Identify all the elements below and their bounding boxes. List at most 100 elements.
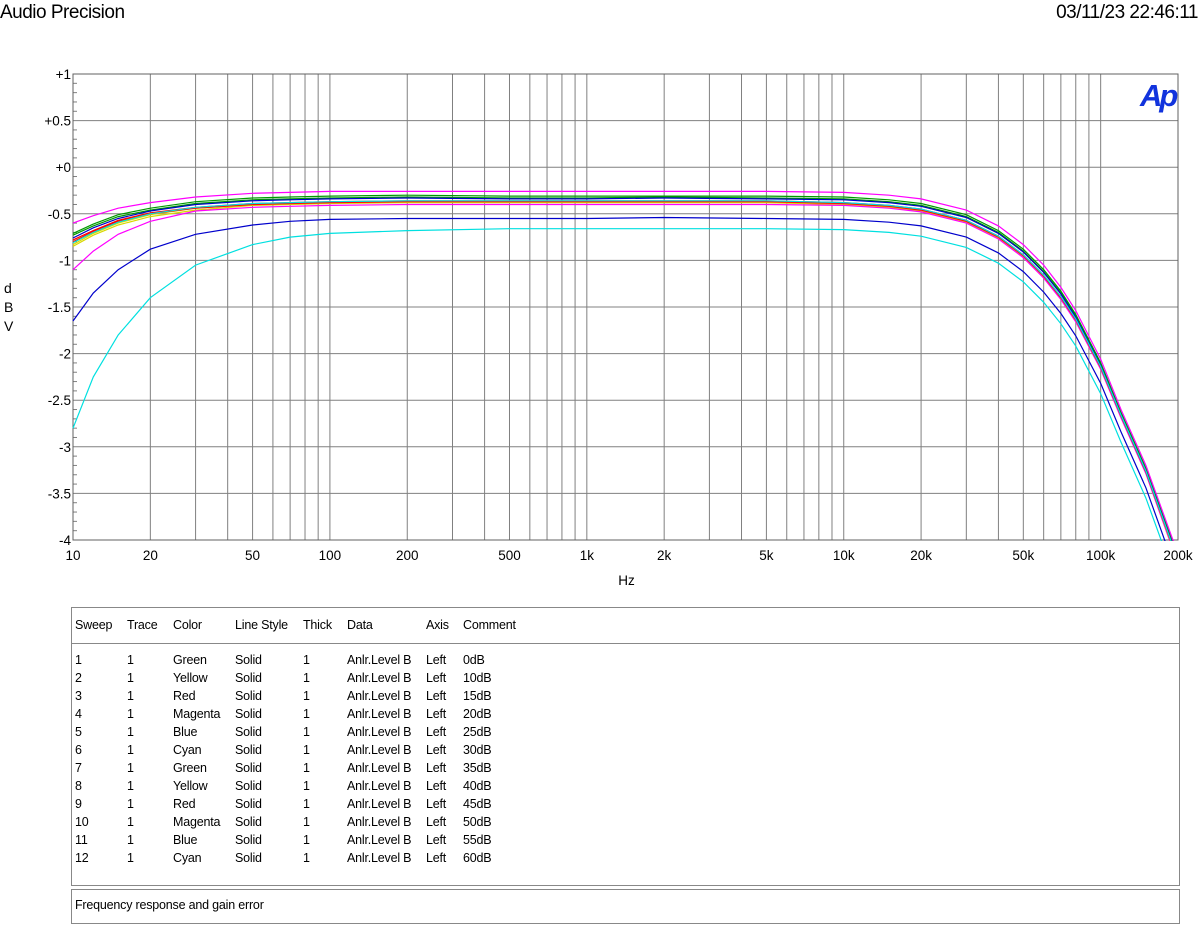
x-tick-label: 200	[396, 548, 419, 563]
legend-cell: Left	[426, 725, 446, 739]
y-axis-label-char: d	[4, 280, 12, 296]
y-tick-label: -4	[59, 533, 71, 548]
legend-cell: 1	[127, 671, 134, 685]
legend-cell: Solid	[235, 779, 262, 793]
legend-cell: Magenta	[173, 815, 220, 829]
x-axis-label: Hz	[618, 573, 635, 588]
legend-cell: Solid	[235, 761, 262, 775]
legend-cell: Solid	[235, 725, 262, 739]
legend-cell: 6	[75, 743, 82, 757]
legend-cell: 35dB	[463, 761, 491, 775]
legend-cell: Solid	[235, 743, 262, 757]
legend-column-header: Axis	[426, 618, 449, 632]
legend-cell: 3	[75, 689, 82, 703]
legend-cell: 60dB	[463, 851, 491, 865]
legend-cell: 0dB	[463, 653, 485, 667]
y-tick-label: -2	[59, 347, 71, 362]
legend-cell: Solid	[235, 653, 262, 667]
legend-cell: 50dB	[463, 815, 491, 829]
legend-cell: Left	[426, 671, 446, 685]
legend-cell: 1	[303, 653, 310, 667]
y-tick-label: -1	[59, 253, 71, 268]
x-tick-label: 20	[143, 548, 158, 563]
x-tick-label: 100k	[1086, 548, 1116, 563]
legend-cell: 1	[303, 725, 310, 739]
legend-column-header: Line Style	[235, 618, 288, 632]
legend-cell: 1	[303, 671, 310, 685]
legend-cell: Left	[426, 707, 446, 721]
legend-cell: Anlr.Level B	[347, 797, 411, 811]
legend-cell: Yellow	[173, 779, 207, 793]
legend-cell: 1	[127, 743, 134, 757]
y-tick-label: -3	[59, 440, 71, 455]
legend-cell: 8	[75, 779, 82, 793]
legend-cell: Red	[173, 797, 195, 811]
legend-column-header: Color	[173, 618, 202, 632]
y-tick-label: +0	[56, 160, 71, 175]
comment-box: Frequency response and gain error	[71, 889, 1180, 924]
legend-cell: Anlr.Level B	[347, 833, 411, 847]
legend-cell: Yellow	[173, 671, 207, 685]
legend-cell: Cyan	[173, 743, 201, 757]
legend-cell: Blue	[173, 725, 197, 739]
legend-cell: 1	[127, 761, 134, 775]
legend-cell: 11	[75, 833, 88, 847]
legend-cell: 10dB	[463, 671, 491, 685]
legend-cell: Anlr.Level B	[347, 815, 411, 829]
legend-cell: Solid	[235, 707, 262, 721]
legend-cell: 1	[303, 707, 310, 721]
legend-cell: 1	[303, 761, 310, 775]
legend-column-header: Comment	[463, 618, 516, 632]
legend-cell: 2	[75, 671, 82, 685]
legend-cell: 4	[75, 707, 82, 721]
legend-cell: Solid	[235, 815, 262, 829]
x-tick-label: 50	[245, 548, 260, 563]
legend-cell: 1	[303, 689, 310, 703]
sweep-legend-table: Sweep Trace Color Line Style Thick Data Axis Co…	[71, 607, 1180, 886]
legend-cell: Left	[426, 653, 446, 667]
legend-cell: 1	[127, 815, 134, 829]
plot-right-mask	[1179, 74, 1200, 542]
ap-logo: Ap	[1139, 78, 1177, 113]
y-tick-label: -2.5	[48, 393, 71, 408]
legend-cell: Anlr.Level B	[347, 743, 411, 757]
legend-column-header: Thick	[303, 618, 332, 632]
legend-column-header: Data	[347, 618, 373, 632]
comment-text: Frequency response and gain error	[75, 898, 264, 912]
legend-cell: Green	[173, 653, 207, 667]
x-tick-label: 200k	[1163, 548, 1193, 563]
y-axis-label-char: B	[4, 299, 13, 315]
legend-cell: 9	[75, 797, 82, 811]
y-tick-label: +0.5	[44, 114, 71, 129]
legend-cell: 30dB	[463, 743, 491, 757]
legend-cell: Left	[426, 797, 446, 811]
legend-cell: Left	[426, 815, 446, 829]
legend-cell: 1	[127, 833, 134, 847]
legend-cell: 1	[127, 707, 134, 721]
y-axis-label-char: V	[4, 318, 13, 334]
legend-column-header: Trace	[127, 618, 158, 632]
legend-cell: 15dB	[463, 689, 491, 703]
legend-cell: 1	[127, 725, 134, 739]
legend-cell: 10	[75, 815, 89, 829]
legend-cell: 1	[303, 779, 310, 793]
legend-cell: Anlr.Level B	[347, 707, 411, 721]
legend-cell: Anlr.Level B	[347, 653, 411, 667]
legend-cell: Cyan	[173, 851, 201, 865]
legend-cell: Left	[426, 743, 446, 757]
legend-cell: Green	[173, 761, 207, 775]
legend-cell: 40dB	[463, 779, 491, 793]
frequency-response-chart: 10 20 50 100 200 500 1k 2k 5k 10k 20k 50k 100k 200k+1…	[0, 0, 1200, 600]
legend-cell: 1	[127, 797, 134, 811]
y-tick-label: -1.5	[48, 300, 71, 315]
x-tick-label: 500	[498, 548, 521, 563]
y-tick-label: -0.5	[48, 207, 71, 222]
x-tick-label: 5k	[759, 548, 774, 563]
x-tick-label: 10	[65, 548, 80, 563]
legend-cell: Left	[426, 779, 446, 793]
legend-cell: 1	[303, 815, 310, 829]
x-tick-label: 50k	[1012, 548, 1034, 563]
legend-cell: Solid	[235, 851, 262, 865]
legend-cell: Anlr.Level B	[347, 779, 411, 793]
legend-cell: Left	[426, 761, 446, 775]
